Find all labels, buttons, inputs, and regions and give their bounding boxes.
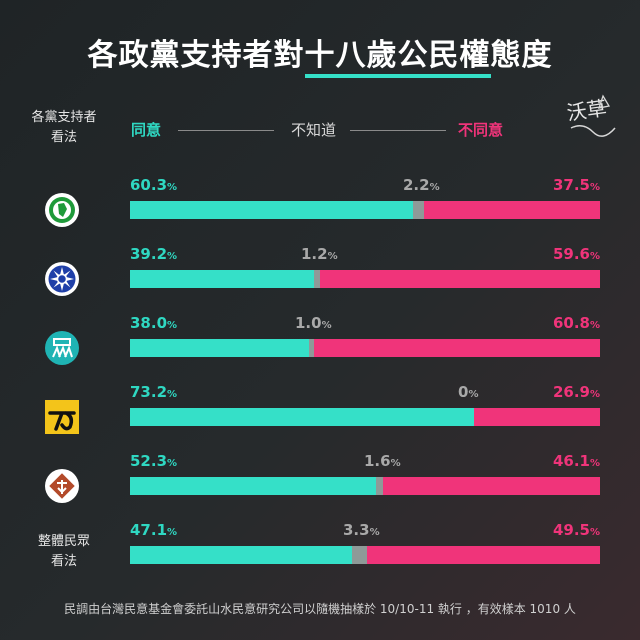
bar-segment-agree (130, 270, 315, 288)
bar-segment-disagree (319, 270, 600, 288)
kmt-logo-icon (44, 261, 80, 297)
dpp-logo-icon (44, 192, 80, 228)
bar-segment-disagree (313, 339, 600, 357)
legend-disagree: 不同意 (458, 121, 504, 139)
legend-divider-left (178, 130, 274, 131)
tsp-logo-icon (44, 468, 80, 504)
value-agree: 73.2% (130, 383, 178, 401)
row-label: 整體民眾 看法 (26, 532, 102, 572)
stacked-bar (130, 408, 600, 426)
bar-segment-disagree (473, 408, 600, 426)
value-unknown: 1.2% (301, 245, 338, 263)
value-disagree: 60.8% (552, 314, 600, 332)
value-disagree: 37.5% (552, 176, 600, 194)
value-unknown: 3.3% (343, 521, 380, 539)
bar-segment-unknown (314, 270, 320, 288)
bar-segment-agree (130, 546, 352, 564)
bar-segment-unknown (375, 477, 384, 495)
value-disagree: 59.6% (552, 245, 600, 263)
stacked-bar (130, 339, 600, 357)
column-header: 各黨支持者 看法 (31, 110, 97, 145)
row-label-line: 整體民眾 (37, 534, 90, 549)
chart-row: 52.3% 1.6% 46.1% (0, 452, 640, 512)
bar-segment-agree (130, 201, 414, 219)
chart-row: 60.3% 2.2% 37.5% (0, 176, 640, 236)
signature-logo: 沃草 (565, 94, 616, 137)
chart-title: 各政黨支持者對十八歲公民權態度 (0, 30, 640, 78)
legend-agree: 同意 (131, 121, 162, 139)
bar-segment-agree (130, 339, 309, 357)
bar-segment-agree (130, 477, 376, 495)
chart-row: 39.2% 1.2% 59.6% (0, 245, 640, 305)
stacked-bar (130, 477, 600, 495)
bar-segment-disagree (423, 201, 600, 219)
stacked-bar (130, 546, 600, 564)
value-agree: 60.3% (130, 176, 178, 194)
value-agree: 38.0% (130, 314, 178, 332)
stacked-bar (130, 201, 600, 219)
stacked-bar (130, 270, 600, 288)
value-agree: 52.3% (130, 452, 178, 470)
value-disagree: 46.1% (552, 452, 600, 470)
value-disagree: 26.9% (552, 383, 600, 401)
bar-segment-disagree (383, 477, 600, 495)
legend-divider-right (350, 130, 446, 131)
legend-unknown: 不知道 (291, 121, 337, 139)
bar-segment-unknown (351, 546, 368, 564)
npp-logo-icon (44, 399, 80, 435)
bar-segment-agree (130, 408, 474, 426)
value-unknown: 0% (458, 383, 479, 401)
value-unknown: 1.6% (364, 452, 401, 470)
title-highlight: 十八歲公民權 (304, 38, 491, 78)
value-agree: 47.1% (130, 521, 178, 539)
chart-row: 整體民眾看法 47.1% 3.3% 49.5% (0, 521, 640, 581)
value-disagree: 49.5% (552, 521, 600, 539)
bar-segment-disagree (367, 546, 600, 564)
value-unknown: 2.2% (403, 176, 440, 194)
bar-segment-unknown (413, 201, 424, 219)
value-unknown: 1.0% (295, 314, 332, 332)
bar-segment-unknown (308, 339, 314, 357)
chart-row: 38.0% 1.0% 60.8% (0, 314, 640, 374)
value-agree: 39.2% (130, 245, 178, 263)
row-label-line: 看法 (50, 554, 77, 569)
tpp-logo-icon (44, 330, 80, 366)
chart-row: 73.2% 0% 26.9% (0, 383, 640, 443)
footnote: 民調由台灣民意基金會委託山水民意研究公司以隨機抽樣於 10/10-11 執行 ，… (64, 602, 576, 616)
